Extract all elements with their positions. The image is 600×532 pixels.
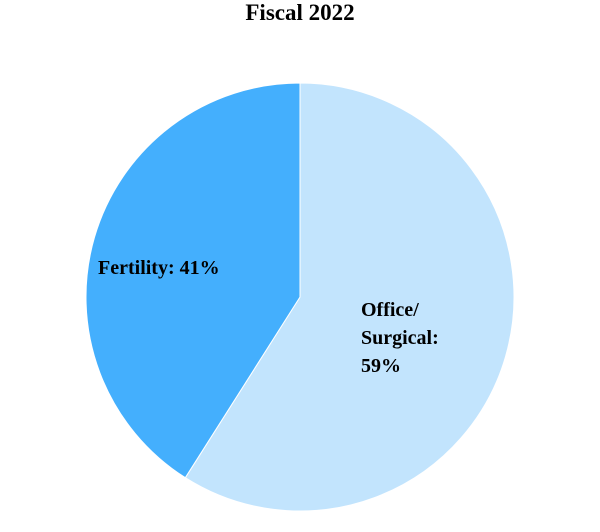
pie-slice-office-surgical <box>184 82 515 512</box>
slice-label-line: Office/ <box>361 299 419 321</box>
chart-title: Fiscal 2022 <box>245 0 355 25</box>
slice-label-line: Surgical: <box>361 327 439 349</box>
slice-label-line: Fertility: 41% <box>98 257 220 279</box>
slice-label-office-surgical: Office/Surgical: 59% <box>361 299 439 377</box>
slice-label-line: 59% <box>361 355 401 377</box>
pie-labels: Office/Surgical: 59% Fertility: 41% <box>98 257 439 377</box>
pie-slice-fertility <box>85 82 301 479</box>
pie-slices <box>85 82 515 512</box>
slice-label-fertility: Fertility: 41% <box>98 257 220 279</box>
